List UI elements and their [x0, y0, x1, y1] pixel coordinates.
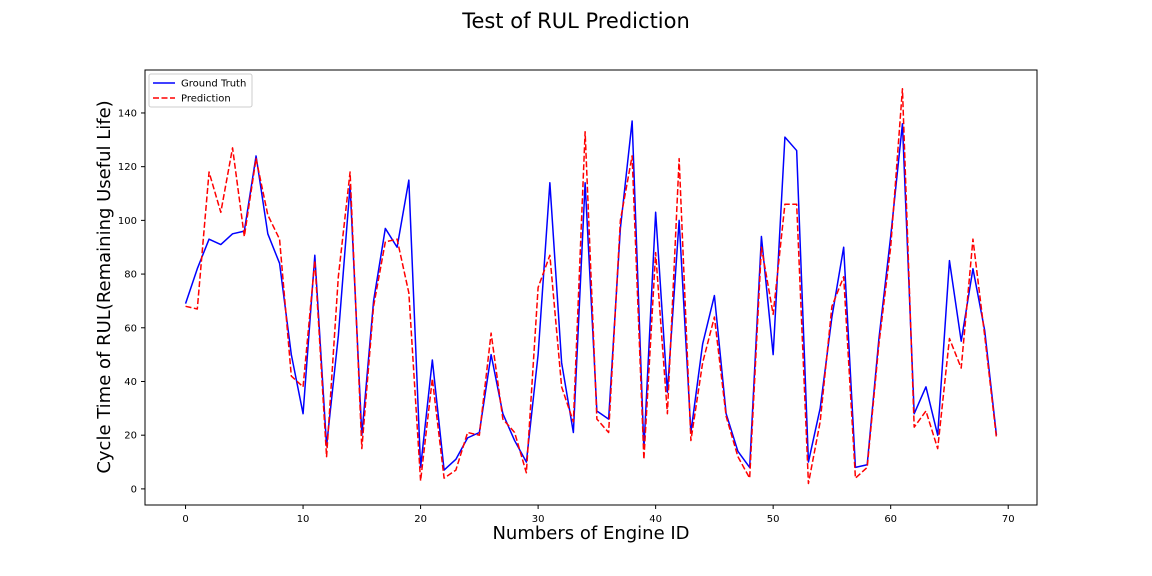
y-tick-label: 140	[118, 108, 137, 119]
x-tick-label: 10	[297, 514, 310, 525]
x-tick-label: 70	[1002, 514, 1015, 525]
y-tick-label: 60	[124, 323, 137, 334]
y-tick-label: 80	[124, 270, 137, 281]
legend-label: Ground Truth	[181, 79, 246, 90]
x-tick-label: 20	[414, 514, 427, 525]
x-tick-label: 60	[884, 514, 897, 525]
series-line-ground-truth	[184, 120, 998, 471]
legend: Ground Truth Prediction	[148, 73, 253, 108]
legend-label: Prediction	[181, 94, 231, 105]
x-tick-label: 50	[767, 514, 780, 525]
x-tick-label: 0	[182, 514, 188, 525]
x-tick-label: 40	[649, 514, 662, 525]
y-tick-label: 40	[124, 377, 137, 388]
y-tick-label: 20	[124, 431, 137, 442]
plot-area: 0 10 20 30 40 50 60 70 0 20 40 60 80 100 120 140	[118, 69, 1038, 525]
plot-frame	[144, 69, 1038, 506]
series-line-prediction	[185, 88, 998, 485]
y-tick-label: 120	[118, 162, 137, 173]
chart-title: Test of RUL Prediction	[461, 9, 690, 33]
y-tick-label: 100	[118, 216, 137, 227]
x-tick-label: 30	[532, 514, 545, 525]
y-tick-label: 0	[131, 484, 137, 495]
y-axis-title: Cycle Time of RUL(Remaining Useful Life)	[94, 100, 115, 473]
x-axis-title: Numbers of Engine ID	[492, 523, 689, 544]
